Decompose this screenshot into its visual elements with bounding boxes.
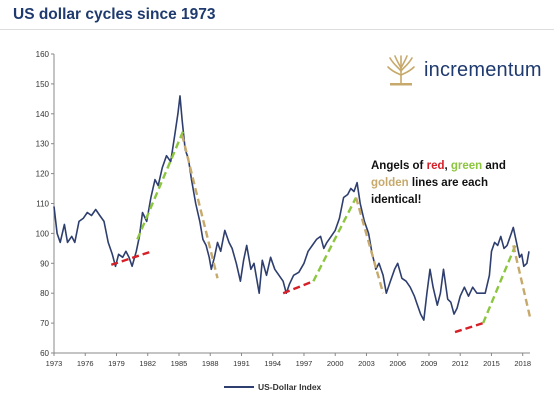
y-tick-label: 100 <box>36 229 50 238</box>
x-tick-label: 1985 <box>171 359 188 368</box>
x-tick-label: 2000 <box>327 359 344 368</box>
trend-line-golden <box>512 245 532 318</box>
trend-line-red <box>454 321 484 334</box>
annotation-golden-word: golden <box>371 177 409 189</box>
x-tick-label: 1976 <box>77 359 94 368</box>
x-tick-label: 2006 <box>389 359 406 368</box>
trend-line-golden <box>180 134 219 279</box>
y-tick-label: 60 <box>40 349 49 358</box>
logo-text: incrementum <box>424 59 542 81</box>
x-tick-label: 1979 <box>108 359 125 368</box>
annotation-sep: , <box>444 160 451 172</box>
legend-swatch <box>224 386 254 388</box>
x-tick-label: 2012 <box>452 359 469 368</box>
x-tick-label: 1997 <box>296 359 313 368</box>
y-tick-label: 120 <box>36 170 50 179</box>
trend-line-green <box>482 244 517 324</box>
x-tick-label: 2018 <box>514 359 531 368</box>
annotation-red-word: red <box>426 160 445 172</box>
trend-line-green <box>136 128 186 240</box>
x-tick-label: 1991 <box>233 359 250 368</box>
y-tick-label: 90 <box>40 259 49 268</box>
x-tick-label: 2009 <box>421 359 438 368</box>
x-tick-label: 2003 <box>358 359 375 368</box>
trend-line-red <box>110 250 153 266</box>
x-tick-label: 2015 <box>483 359 500 368</box>
y-tick-label: 110 <box>36 200 49 209</box>
x-tick-label: 1988 <box>202 359 219 368</box>
chart-annotation: Angels of red, green and golden lines ar… <box>371 158 531 209</box>
chart-legend: US-Dollar Index <box>224 382 321 392</box>
y-tick-label: 160 <box>36 50 50 59</box>
trend-line-golden <box>354 197 385 294</box>
chart-title: US dollar cycles since 1973 <box>13 6 216 23</box>
title-divider <box>0 29 554 30</box>
annotation-green-word: green <box>450 160 483 172</box>
y-tick-label: 150 <box>36 80 50 89</box>
legend-label: US-Dollar Index <box>258 382 322 392</box>
trend-line-green <box>312 196 358 282</box>
annotation-text-2: and <box>482 160 506 172</box>
y-tick-label: 80 <box>40 289 49 298</box>
trend-line-red <box>282 280 314 295</box>
incrementum-logo: incrementum <box>384 53 549 93</box>
y-tick-label: 70 <box>40 319 49 328</box>
y-tick-label: 140 <box>36 110 50 119</box>
x-tick-label: 1994 <box>264 359 281 368</box>
annotation-text-1: Angels of <box>371 160 427 172</box>
annotation-text-3: lines are each identical! <box>371 177 488 206</box>
tree-icon <box>384 53 418 87</box>
y-tick-label: 130 <box>36 140 50 149</box>
x-tick-label: 1973 <box>46 359 63 368</box>
series-line-us-dollar-index <box>53 95 530 321</box>
x-tick-label: 1982 <box>139 359 156 368</box>
